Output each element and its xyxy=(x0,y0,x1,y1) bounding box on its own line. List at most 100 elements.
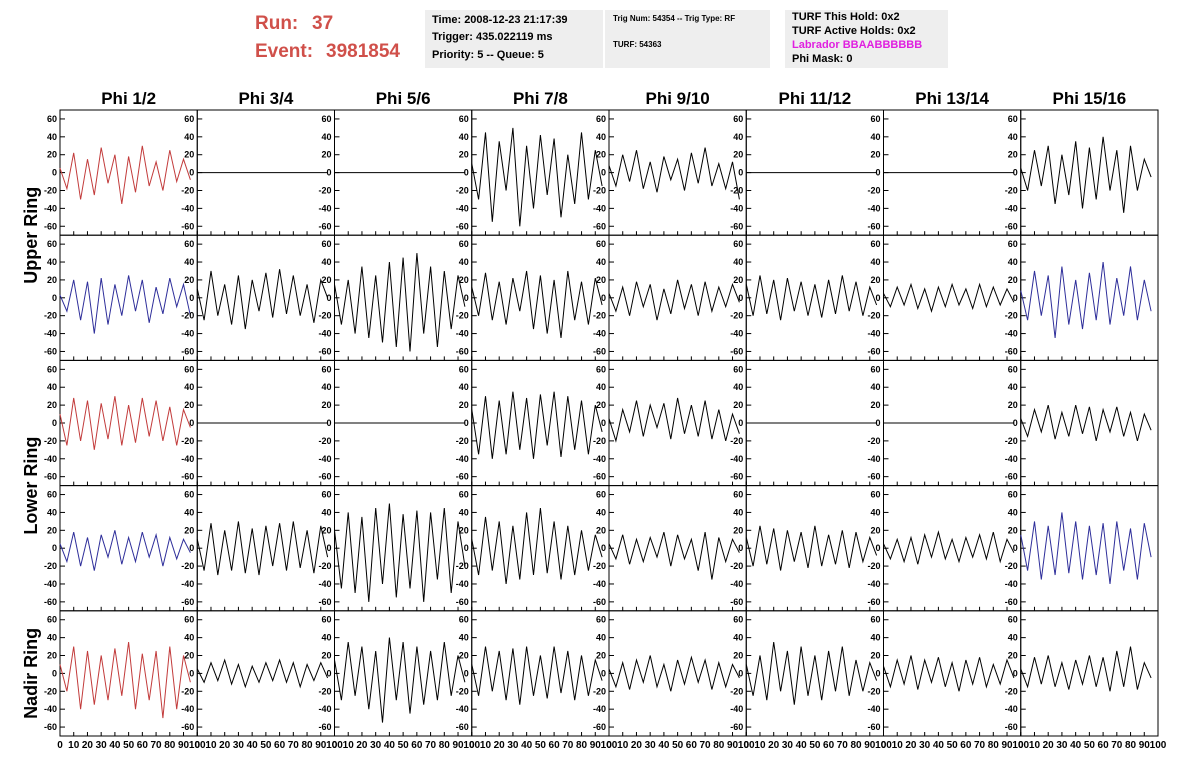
y-tick-label: -20 xyxy=(593,311,606,321)
y-tick-label: 20 xyxy=(321,525,331,535)
y-tick-label: -20 xyxy=(181,686,194,696)
y-tick-label: -40 xyxy=(318,329,331,339)
y-tick-label: 40 xyxy=(184,507,194,517)
x-tick-label: 40 xyxy=(109,740,121,751)
x-tick-label: 0 xyxy=(332,740,338,751)
turf-box xyxy=(785,10,948,68)
waveform xyxy=(471,127,603,227)
y-tick-label: 60 xyxy=(321,490,331,500)
x-tick-label: 50 xyxy=(809,740,821,751)
y-tick-label: -60 xyxy=(318,221,331,231)
x-tick-label: 10 xyxy=(480,740,492,751)
y-tick-label: 0 xyxy=(601,543,606,553)
x-tick-label: 60 xyxy=(686,740,698,751)
y-tick-label: 60 xyxy=(459,615,469,625)
y-tick-label: -20 xyxy=(456,436,469,446)
y-tick-label: -60 xyxy=(456,597,469,607)
y-tick-label: -40 xyxy=(44,454,57,464)
y-tick-label: 60 xyxy=(1008,364,1018,374)
y-tick-label: 0 xyxy=(52,168,57,178)
trigger: Trigger: 435.022119 ms xyxy=(432,31,552,43)
x-tick-label: 90 xyxy=(864,740,876,751)
y-tick-label: -40 xyxy=(1005,329,1018,339)
y-tick-label: -20 xyxy=(1005,686,1018,696)
y-tick-label: -60 xyxy=(44,221,57,231)
y-tick-label: -20 xyxy=(181,436,194,446)
x-tick-label: 10 xyxy=(892,740,904,751)
column-title: Phi 13/14 xyxy=(915,89,989,108)
y-tick-label: -40 xyxy=(44,579,57,589)
y-tick-label: -60 xyxy=(44,597,57,607)
y-tick-label: 40 xyxy=(733,382,743,392)
waveform xyxy=(608,397,740,443)
x-tick-label: 70 xyxy=(288,740,300,751)
y-tick-label: 0 xyxy=(464,543,469,553)
phi-mask: Phi Mask: 0 xyxy=(792,53,853,65)
y-tick-label: 20 xyxy=(870,400,880,410)
x-tick-label: 50 xyxy=(1084,740,1096,751)
y-tick-label: -60 xyxy=(867,472,880,482)
y-tick-label: 40 xyxy=(459,132,469,142)
waveform xyxy=(59,530,191,571)
x-tick-label: 100 xyxy=(1150,740,1167,751)
y-tick-label: -20 xyxy=(181,311,194,321)
y-tick-label: -20 xyxy=(318,311,331,321)
x-tick-label: 100 xyxy=(326,740,343,751)
x-tick-label: 70 xyxy=(562,740,574,751)
column-title: Phi 11/12 xyxy=(778,89,851,108)
y-tick-label: 0 xyxy=(601,668,606,678)
y-tick-label: 60 xyxy=(321,239,331,249)
y-tick-label: -40 xyxy=(181,579,194,589)
x-tick-label: 10 xyxy=(205,740,217,751)
x-tick-label: 20 xyxy=(82,740,94,751)
x-tick-label: 20 xyxy=(1043,740,1055,751)
y-tick-label: 0 xyxy=(1013,168,1018,178)
y-tick-label: -40 xyxy=(593,203,606,213)
waveform xyxy=(745,525,878,571)
panel-frame xyxy=(59,610,198,737)
y-tick-label: 40 xyxy=(1008,507,1018,517)
y-tick-label: -40 xyxy=(181,203,194,213)
y-tick-label: 20 xyxy=(596,651,606,661)
y-tick-label: -20 xyxy=(593,436,606,446)
y-tick-label: 60 xyxy=(870,364,880,374)
priority: Priority: 5 -- Queue: 5 xyxy=(432,49,544,61)
y-tick-label: -60 xyxy=(456,472,469,482)
x-tick-label: 70 xyxy=(974,740,986,751)
y-tick-label: -60 xyxy=(1005,346,1018,356)
y-tick-label: 20 xyxy=(870,150,880,160)
y-tick-label: 60 xyxy=(1008,490,1018,500)
y-tick-label: -60 xyxy=(867,346,880,356)
y-tick-label: -60 xyxy=(593,221,606,231)
panel-frame xyxy=(59,359,198,487)
waveform xyxy=(608,147,740,200)
y-tick-label: 20 xyxy=(459,400,469,410)
y-tick-label: 60 xyxy=(733,239,743,249)
y-tick-label: 20 xyxy=(321,651,331,661)
x-tick-label: 90 xyxy=(178,740,190,751)
y-tick-label: -60 xyxy=(44,472,57,482)
x-tick-label: 20 xyxy=(494,740,506,751)
waveform xyxy=(196,269,329,330)
x-tick-label: 10 xyxy=(343,740,355,751)
x-tick-label: 80 xyxy=(439,740,451,751)
y-tick-label: 0 xyxy=(464,168,469,178)
y-tick-label: 20 xyxy=(184,400,194,410)
x-tick-label: 80 xyxy=(850,740,862,751)
y-tick-label: 0 xyxy=(464,293,469,303)
x-tick-label: 0 xyxy=(57,740,63,751)
x-tick-label: 70 xyxy=(1111,740,1123,751)
x-tick-label: 100 xyxy=(189,740,206,751)
x-tick-label: 30 xyxy=(782,740,794,751)
turf-hold: TURF This Hold: 0x2 xyxy=(792,11,900,23)
y-tick-label: 40 xyxy=(870,382,880,392)
y-tick-label: 0 xyxy=(1013,668,1018,678)
x-tick-label: 10 xyxy=(1029,740,1041,751)
y-tick-label: -20 xyxy=(593,185,606,195)
y-tick-label: 0 xyxy=(189,293,194,303)
y-tick-label: -40 xyxy=(318,203,331,213)
y-tick-label: 60 xyxy=(596,615,606,625)
panel-frame xyxy=(608,234,747,361)
